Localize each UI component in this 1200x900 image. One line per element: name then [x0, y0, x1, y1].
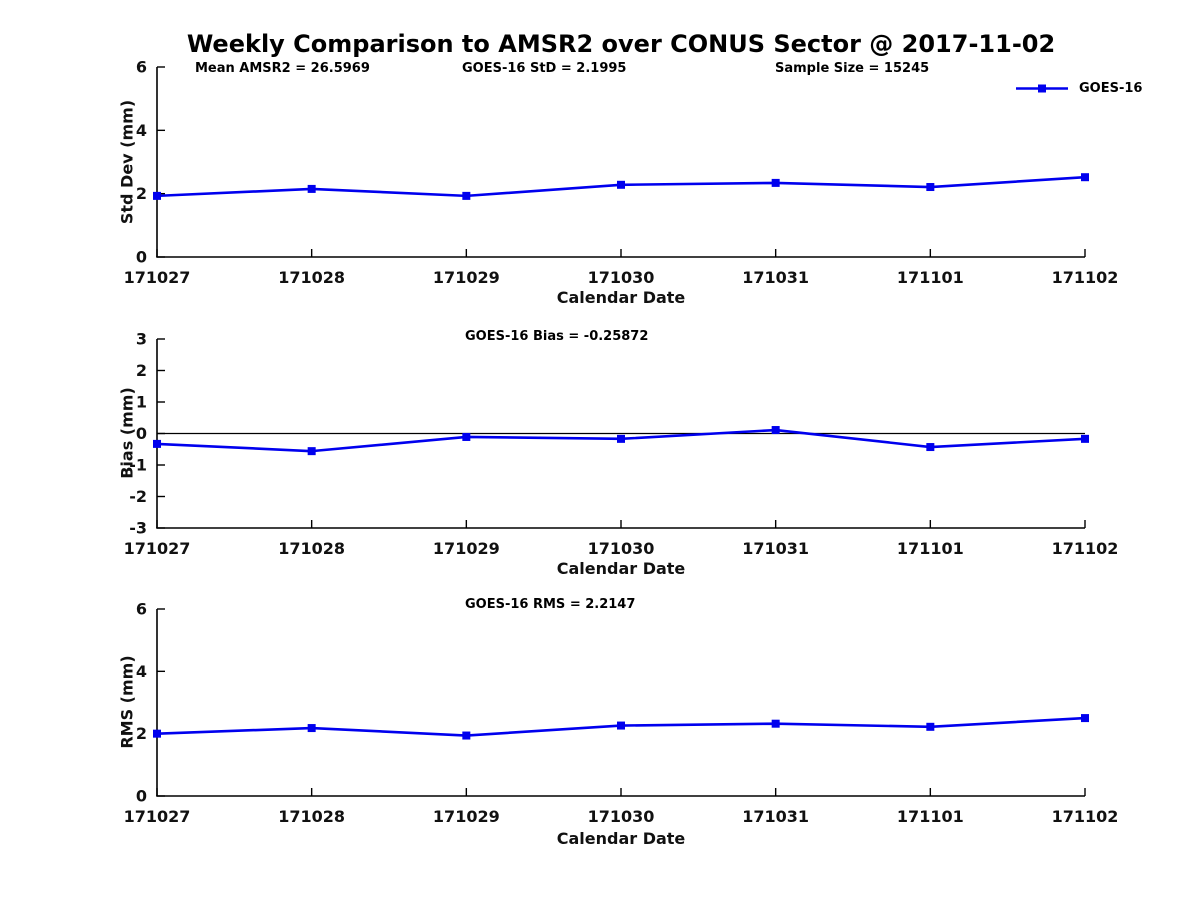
- data-point-marker: [617, 434, 625, 443]
- data-point-marker: [926, 183, 935, 192]
- x-tick-label: 171102: [1052, 807, 1119, 826]
- x-axis-label-bottom: Calendar Date: [556, 829, 686, 848]
- x-tick-label: 171029: [433, 268, 500, 287]
- annotation-goes16-bias: GOES-16 Bias = -0.25872: [465, 329, 649, 344]
- x-tick-label: 171102: [1052, 268, 1119, 287]
- data-point-marker: [617, 721, 625, 730]
- y-tick-label: -3: [129, 519, 147, 538]
- data-point-marker: [771, 178, 780, 187]
- data-point-marker: [1081, 173, 1089, 182]
- data-point-marker: [153, 191, 161, 200]
- data-point-marker: [1081, 714, 1089, 723]
- figure-title: Weekly Comparison to AMSR2 over CONUS Se…: [186, 30, 1056, 58]
- y-tick-label: 3: [136, 330, 147, 349]
- y-tick-label: 2: [136, 361, 147, 380]
- data-point-marker: [307, 724, 316, 733]
- y-tick-label: 0: [136, 787, 147, 806]
- x-tick-label: 171101: [897, 268, 964, 287]
- y-tick-label: 1: [136, 393, 147, 412]
- annotation-goes16-std: GOES-16 StD = 2.1995: [462, 61, 627, 76]
- y-tick-label: -2: [129, 487, 147, 506]
- x-tick-label: 171030: [588, 539, 655, 558]
- data-point-marker: [307, 184, 316, 193]
- y-tick-label: 2: [136, 184, 147, 203]
- x-tick-label: 171028: [278, 807, 345, 826]
- y-tick-label: 0: [136, 424, 147, 443]
- data-point-marker: [771, 719, 780, 728]
- data-point-marker: [462, 191, 471, 200]
- x-tick-label: 171027: [124, 539, 191, 558]
- x-tick-label: 171031: [742, 539, 809, 558]
- y-tick-label: 0: [136, 248, 147, 267]
- annotation-mean-amsr2: Mean AMSR2 = 26.5969: [195, 61, 370, 76]
- data-point-marker: [771, 426, 780, 435]
- y-tick-label: 6: [136, 600, 147, 619]
- x-tick-label: 171027: [124, 807, 191, 826]
- x-tick-label: 171029: [433, 539, 500, 558]
- data-point-marker: [926, 722, 935, 731]
- data-point-marker: [926, 443, 935, 452]
- data-point-marker: [617, 180, 625, 189]
- x-tick-label: 171028: [278, 268, 345, 287]
- x-axis-label-top: Calendar Date: [556, 288, 686, 307]
- y-tick-label: 2: [136, 724, 147, 743]
- x-tick-label: 171031: [742, 807, 809, 826]
- x-tick-label: 171101: [897, 539, 964, 558]
- x-axis-label-middle: Calendar Date: [556, 559, 686, 578]
- data-point-marker: [153, 439, 161, 448]
- data-point-marker: [153, 729, 161, 738]
- data-point-marker: [1081, 434, 1089, 443]
- x-tick-label: 171031: [742, 268, 809, 287]
- data-point-marker: [307, 447, 316, 456]
- legend-line-marker-icon: [1016, 84, 1068, 93]
- data-point-marker: [462, 731, 471, 740]
- data-point-marker: [462, 432, 471, 441]
- x-tick-label: 171102: [1052, 539, 1119, 558]
- x-tick-label: 171028: [278, 539, 345, 558]
- y-tick-label: -1: [129, 456, 147, 475]
- y-tick-label: 4: [136, 662, 147, 681]
- x-tick-label: 171030: [588, 268, 655, 287]
- y-tick-label: 6: [136, 58, 147, 77]
- legend-label: GOES-16: [1079, 81, 1143, 96]
- x-tick-label: 171029: [433, 807, 500, 826]
- x-tick-label: 171027: [124, 268, 191, 287]
- y-tick-label: 4: [136, 121, 147, 140]
- legend: GOES-16: [1015, 81, 1142, 96]
- x-tick-label: 171030: [588, 807, 655, 826]
- annotation-goes16-rms: GOES-16 RMS = 2.2147: [465, 597, 636, 612]
- x-tick-label: 171101: [897, 807, 964, 826]
- annotation-sample-size: Sample Size = 15245: [775, 61, 930, 76]
